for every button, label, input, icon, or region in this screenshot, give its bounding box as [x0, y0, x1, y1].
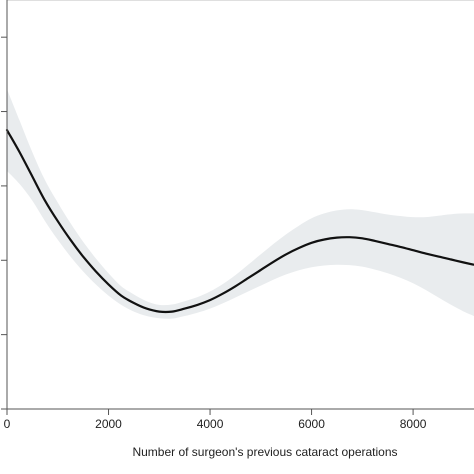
x-tick-label: 4000	[197, 417, 224, 431]
plot-area-frame	[6, 0, 474, 410]
x-tick-label: 8000	[400, 417, 427, 431]
y-axis-ticks	[1, 36, 7, 410]
x-axis-ticks: 0 2000 4000 6000 8000	[4, 409, 427, 431]
x-axis-title: Number of surgeon's previous cataract op…	[132, 445, 397, 459]
x-tick-label: 0	[4, 417, 11, 431]
confidence-band	[7, 89, 474, 319]
x-tick-label: 2000	[95, 417, 122, 431]
x-tick-label: 6000	[298, 417, 325, 431]
trend-line	[5, 129, 474, 314]
